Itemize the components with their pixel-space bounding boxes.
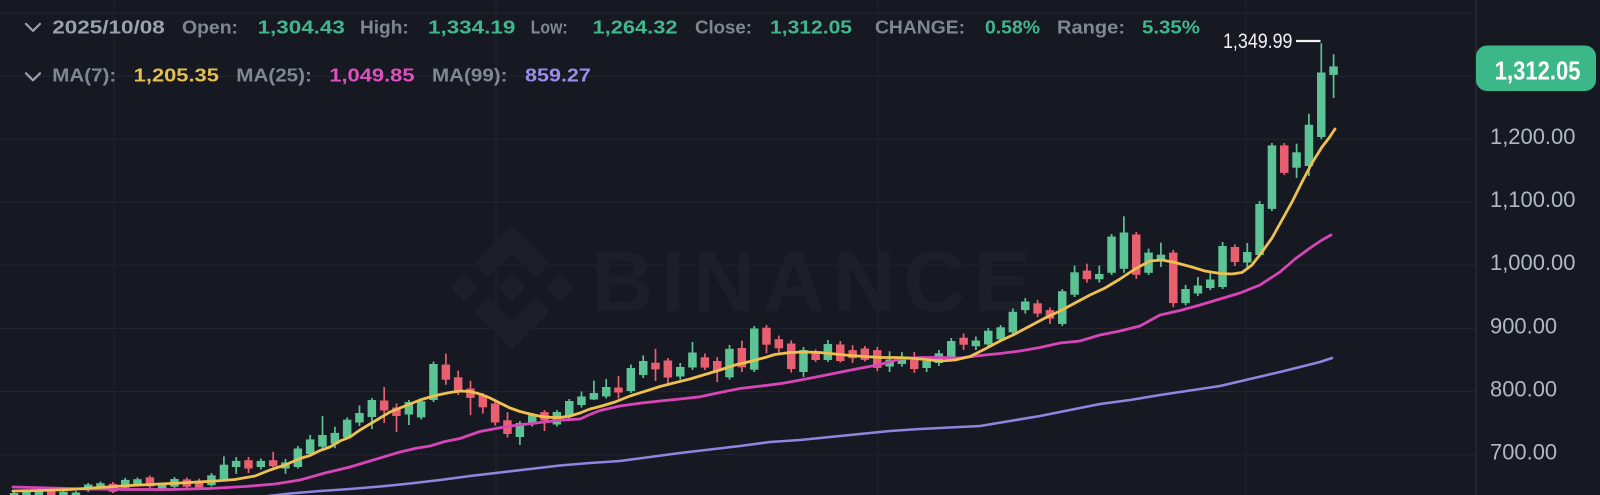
svg-text:MA(99):: MA(99): <box>432 65 508 86</box>
svg-text:5.35%: 5.35% <box>1142 17 1200 38</box>
svg-text:1,334.19: 1,334.19 <box>428 17 515 38</box>
svg-text:1,000.00: 1,000.00 <box>1490 250 1575 275</box>
svg-text:1,100.00: 1,100.00 <box>1490 187 1575 212</box>
svg-text:Open:: Open: <box>182 17 238 38</box>
svg-text:900.00: 900.00 <box>1490 313 1557 338</box>
svg-text:Close:: Close: <box>695 17 752 38</box>
svg-text:Range:: Range: <box>1057 17 1125 38</box>
svg-text:High:: High: <box>360 17 409 38</box>
svg-text:1,312.05: 1,312.05 <box>770 17 852 38</box>
svg-text:800.00: 800.00 <box>1490 376 1557 401</box>
svg-text:2025/10/08: 2025/10/08 <box>52 17 164 38</box>
svg-text:MA(25):: MA(25): <box>236 65 312 86</box>
svg-text:1,264.32: 1,264.32 <box>593 17 678 38</box>
svg-text:1,312.05: 1,312.05 <box>1495 55 1581 85</box>
svg-text:1,304.43: 1,304.43 <box>258 17 345 38</box>
svg-text:1,049.85: 1,049.85 <box>329 65 414 86</box>
svg-text:0.58%: 0.58% <box>985 17 1040 38</box>
svg-text:BINANCE: BINANCE <box>591 234 1039 330</box>
svg-text:Low:: Low: <box>531 17 568 38</box>
svg-text:859.27: 859.27 <box>525 65 591 86</box>
svg-text:MA(7):: MA(7): <box>52 65 116 86</box>
svg-text:1,205.35: 1,205.35 <box>134 65 219 86</box>
svg-text:CHANGE:: CHANGE: <box>875 17 965 38</box>
svg-text:1,200.00: 1,200.00 <box>1490 124 1575 149</box>
svg-text:700.00: 700.00 <box>1490 439 1557 464</box>
svg-text:1,349.99: 1,349.99 <box>1223 29 1293 53</box>
